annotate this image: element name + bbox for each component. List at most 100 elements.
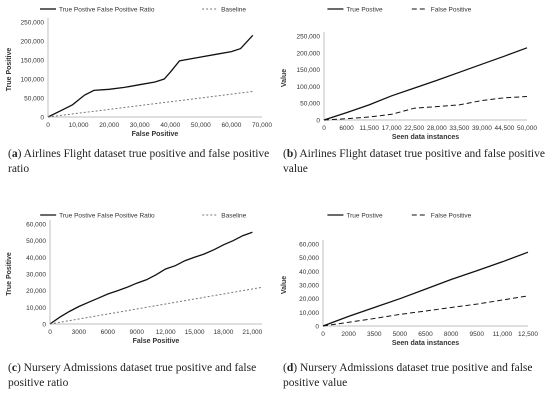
x-axis-title: Seen data instances [392,134,459,140]
y-tick-label: 10,000 [299,310,319,317]
x-tick-label: 5000 [393,331,408,338]
x-tick-label: 6500 [418,331,433,338]
caption-d: (d) Nursery Admissions dataset true posi… [283,362,533,389]
legend-label: Baseline [221,7,246,14]
y-tick-label: 40,000 [26,255,46,262]
chart-panel-d: 0 10,000 20,000 30,000 40,000 50,000 60,000 0 20… [275,206,550,347]
x-tick-label: 20,000 [99,122,119,129]
x-tick-label: 12,000 [156,329,176,336]
x-tick-label: 9000 [129,329,144,336]
series-line-secondary [323,96,528,121]
y-axis-title: True Positive [6,252,13,296]
y-tick-label: 0 [40,115,44,122]
chart-panel-c: 0 10,000 20,000 30,000 40,000 50,000 60,000 0 30… [0,206,275,346]
legend-label: True Postive [346,213,383,220]
caption-a: (a) Airlines Flight dataset true positiv… [8,148,270,175]
x-tick-label: 50,000 [517,125,537,132]
x-tick-label: 12,500 [518,331,538,338]
x-tick-label: 15,000 [185,329,205,336]
legend-label: True Postive [346,7,383,14]
y-tick-label: 0 [42,322,46,329]
series-line-primary [49,231,253,325]
series-line-primary [323,47,528,121]
y-tick-label: 20,000 [299,296,319,303]
y-tick-label: 200,000 [297,50,321,57]
y-tick-label: 200,000 [21,39,45,46]
x-tick-label: 21,000 [242,329,262,336]
y-tick-label: 100,000 [21,77,45,84]
y-tick-label: 250,000 [21,20,45,27]
y-tick-label: 100,000 [297,84,321,91]
caption-a-label: a [11,148,18,160]
x-tick-label: 17,000 [382,125,402,132]
x-tick-label: 44,500 [494,125,514,132]
chart-a-svg: 0 50,000 100,000 150,000 200,000 250,000 0 10,0… [6,7,272,139]
chart-panel-b: 0 50,000 100,000 150,000 200,000 250,000 0 6000… [275,0,550,141]
y-tick-label: 250,000 [297,34,321,41]
x-tick-label: 3000 [72,329,87,336]
x-axis-title: False Positive [133,338,180,345]
x-tick-label: 11,500 [359,125,379,132]
x-tick-label: 10,000 [69,122,89,129]
x-axis-title: Seen data instances [392,340,459,346]
series-line-secondary [322,295,529,327]
y-tick-label: 50,000 [299,255,319,262]
series-line-primary [47,34,254,118]
x-tick-label: 50,000 [191,122,211,129]
y-tick-label: 50,000 [300,101,320,108]
y-tick-label: 150,000 [297,67,321,74]
x-tick-label: 0 [321,331,325,338]
y-tick-label: 0 [315,324,319,331]
series-line-secondary [47,91,253,118]
x-tick-label: 6000 [339,125,354,132]
y-axis-title: Value [281,69,288,87]
x-tick-label: 18,000 [214,329,234,336]
x-tick-label: 39,000 [472,125,492,132]
chart-panel-a: 0 50,000 100,000 150,000 200,000 250,000 0 10,0… [0,0,275,140]
y-tick-label: 60,000 [299,242,319,249]
x-tick-label: 0 [322,125,326,132]
caption-c: (c) Nursery Admissions dataset true posi… [8,362,257,389]
legend-label: False Positive [431,7,472,14]
y-tick-label: 10,000 [26,305,46,312]
x-axis-title: False Positive [132,131,179,138]
x-tick-label: 60,000 [221,122,241,129]
chart-b-svg: 0 50,000 100,000 150,000 200,000 250,000 0 6000… [281,7,537,141]
y-tick-label: 0 [316,118,320,125]
caption-a-text: Airlines Flight dataset true positive an… [8,148,270,175]
y-tick-label: 50,000 [24,96,44,103]
caption-b-text: Airlines Flight dataset true positive an… [283,148,545,175]
x-tick-label: 6000 [101,329,116,336]
x-tick-label: 28,000 [427,125,447,132]
x-tick-label: 9500 [470,331,485,338]
chart-d-svg: 0 10,000 20,000 30,000 40,000 50,000 60,000 0 20… [281,213,538,347]
legend-label: True Postive False Positive Ratio [59,7,155,14]
x-tick-label: 33,500 [449,125,469,132]
caption-d-text: Nursery Admissions dataset true positive… [283,362,533,389]
x-tick-label: 2000 [341,331,356,338]
y-tick-label: 50,000 [26,238,46,245]
x-tick-label: 8000 [444,331,459,338]
x-tick-label: 0 [46,122,50,129]
y-tick-label: 150,000 [21,58,45,65]
y-axis-title: Value [281,276,288,294]
x-tick-label: 70,000 [252,122,272,129]
caption-c-label: c [11,362,17,374]
caption-b-label: b [286,148,294,160]
caption-c-text: Nursery Admissions dataset true positive… [8,362,257,389]
x-tick-label: 0 [48,329,52,336]
legend-label: True Postive False Positive Ratio [59,213,155,220]
x-tick-label: 40,000 [160,122,180,129]
y-tick-label: 60,000 [26,222,46,229]
legend-label: Baseline [221,213,246,220]
y-tick-label: 30,000 [26,272,46,279]
x-tick-label: 3500 [367,331,382,338]
y-axis-title: True Positive [6,48,13,92]
chart-c-svg: 0 10,000 20,000 30,000 40,000 50,000 60,000 0 30… [6,213,263,346]
caption-d-label: d [286,362,294,374]
legend-label: False Positive [431,213,472,220]
x-tick-label: 30,000 [130,122,150,129]
x-tick-label: 11,000 [493,331,513,338]
y-tick-label: 20,000 [26,288,46,295]
y-tick-label: 30,000 [299,283,319,290]
